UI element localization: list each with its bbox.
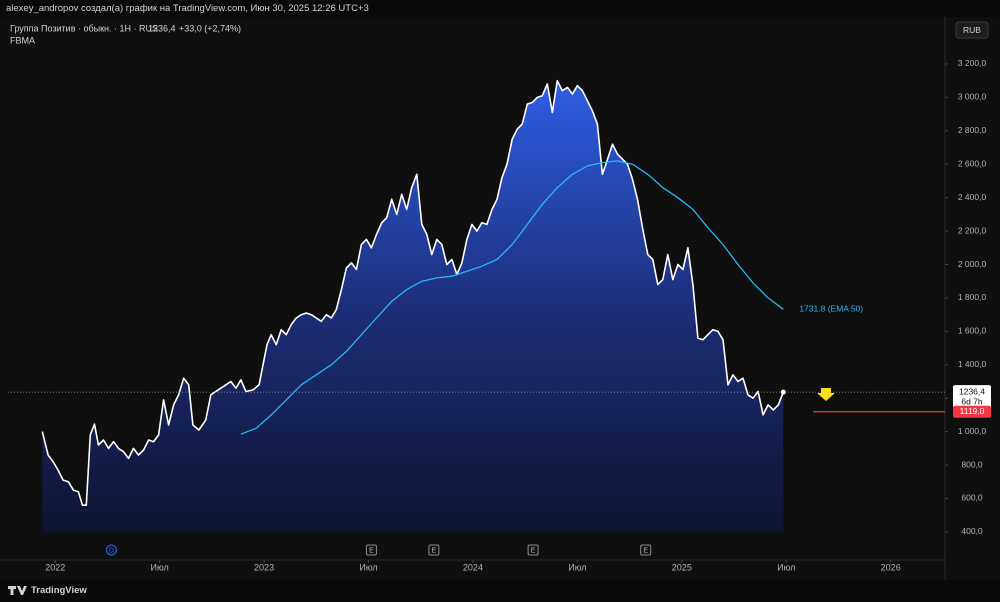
event-marker: [365, 544, 377, 556]
footer-bar: [0, 580, 1000, 602]
event-marker: [527, 544, 539, 556]
x-tick-label: Июл: [568, 562, 586, 572]
y-tick-label: 1 400,0: [958, 359, 987, 369]
event-label[interactable]: E: [369, 547, 374, 554]
logo: [8, 586, 27, 595]
y-tick-label: 2 200,0: [958, 225, 987, 235]
event-label[interactable]: D: [109, 547, 114, 554]
level-label: 1119,0: [960, 406, 985, 416]
area-fill: [42, 80, 784, 532]
y-tick-label: 1 000,0: [958, 426, 987, 436]
event-marker: [105, 544, 117, 556]
y-tick-label: 3 200,0: [958, 58, 987, 68]
top-bar-text: alexey_andropov создал(а) график на Trad…: [6, 3, 369, 14]
x-tick-label: 2022: [45, 562, 65, 572]
y-tick-label: 400,0: [961, 526, 983, 536]
indicator-name: FBMA: [10, 35, 35, 45]
price-change: +33,0 (+2,74%): [179, 23, 241, 33]
last-point: [780, 389, 786, 395]
event-label[interactable]: E: [643, 547, 648, 554]
x-tick-label: 2024: [463, 562, 483, 572]
alert-arrow[interactable]: [817, 388, 835, 401]
last-price: 1236,4: [148, 23, 176, 33]
top-bar: [0, 0, 1000, 17]
event-label[interactable]: E: [531, 547, 536, 554]
currency-label: RUB: [963, 25, 981, 35]
event-marker: [640, 544, 652, 556]
y-tick-label: 800,0: [961, 459, 983, 469]
price-line: [41, 79, 785, 506]
event-label[interactable]: E: [432, 547, 437, 554]
y-tick-label: 600,0: [961, 493, 983, 503]
x-tick-label: 2023: [254, 562, 274, 572]
y-tick-label: 2 400,0: [958, 192, 987, 202]
currency-button[interactable]: [955, 21, 989, 39]
y-tick-label: 3 000,0: [958, 92, 987, 102]
y-tick-label: 2 800,0: [958, 125, 987, 135]
x-tick-label: 2026: [881, 562, 901, 572]
y-tick-label: 2 600,0: [958, 158, 987, 168]
last-price-box: [953, 385, 991, 410]
x-tick-label: 2025: [672, 562, 692, 572]
y-tick-label: 1 800,0: [958, 292, 987, 302]
x-tick-label: Июл: [359, 562, 377, 572]
last-price-label: 1236,4: [959, 386, 985, 396]
event-marker: [428, 544, 440, 556]
y-tick-label: 1 600,0: [958, 326, 987, 336]
ema-line: [240, 160, 784, 435]
y-tick-label: 2 000,0: [958, 259, 987, 269]
symbol: Группа Позитив · обыкн. · 1H · RUS: [10, 23, 158, 33]
footer-brand: TradingView: [31, 585, 87, 596]
level-box: [953, 405, 991, 418]
ema-label: 1731.8 (EMA 50): [799, 304, 863, 314]
x-tick-label: Июл: [151, 562, 169, 572]
x-tick-label: Июл: [777, 562, 795, 572]
countdown: 6d 7h: [961, 396, 983, 406]
